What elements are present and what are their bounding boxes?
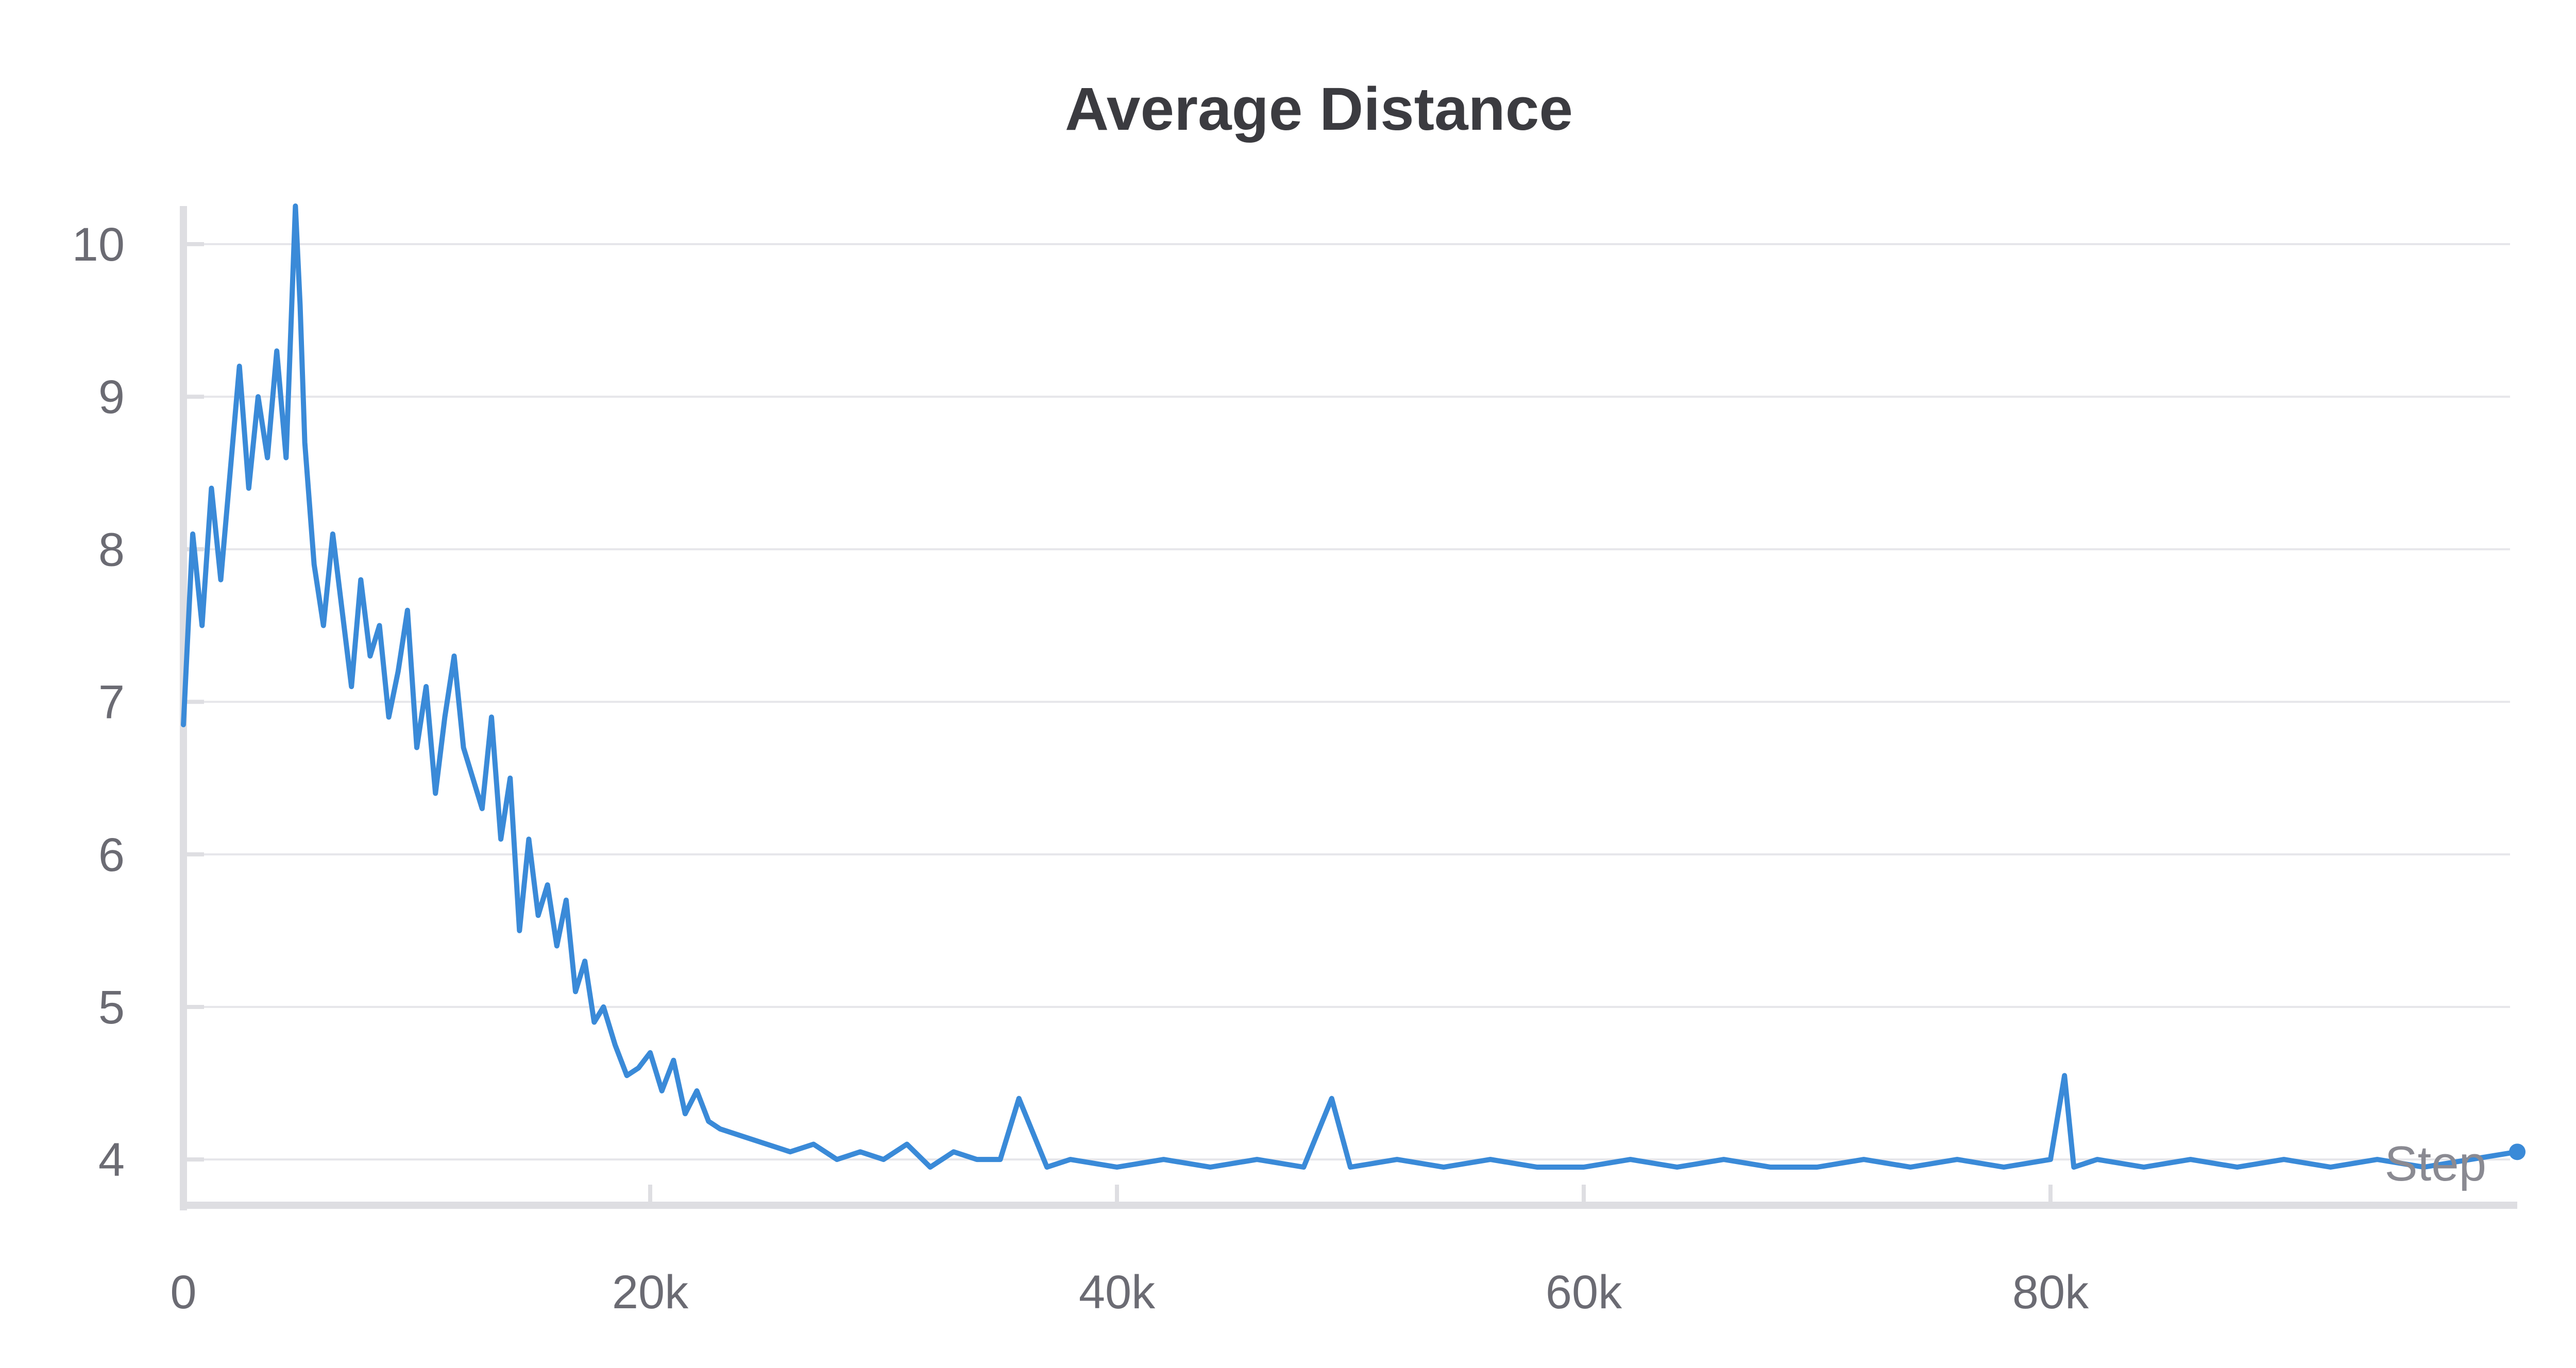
y-tick-label-4: 4 [98, 1134, 125, 1186]
y-tick-label-9: 9 [98, 371, 125, 423]
y-tick-label-5: 5 [98, 981, 125, 1034]
grid-lines [183, 243, 2510, 1161]
x-tick-label-20000: 20k [612, 1266, 689, 1319]
x-tick-label-0: 0 [170, 1266, 196, 1319]
x-tick-label-40000: 40k [1079, 1266, 1156, 1319]
x-axis-label: Step [2385, 1136, 2486, 1191]
series-end-point-0 [2509, 1143, 2526, 1160]
y-axis-ticks: 4 5 6 7 8 9 10 [72, 218, 204, 1186]
y-tick-label-10: 10 [72, 218, 125, 271]
y-tick-label-8: 8 [98, 523, 125, 576]
x-tick-label-80000: 80k [2012, 1266, 2089, 1319]
series-line-0 [181, 203, 2520, 1170]
y-tick-label-6: 6 [98, 829, 125, 881]
y-tick-label-7: 7 [98, 676, 125, 729]
series-layer [181, 203, 2526, 1170]
chart-title: Average Distance [1065, 75, 1573, 143]
x-tick-label-60000: 60k [1546, 1266, 1622, 1319]
x-axis-ticks: 0 20k 40k 60k 80k [170, 1185, 2089, 1319]
